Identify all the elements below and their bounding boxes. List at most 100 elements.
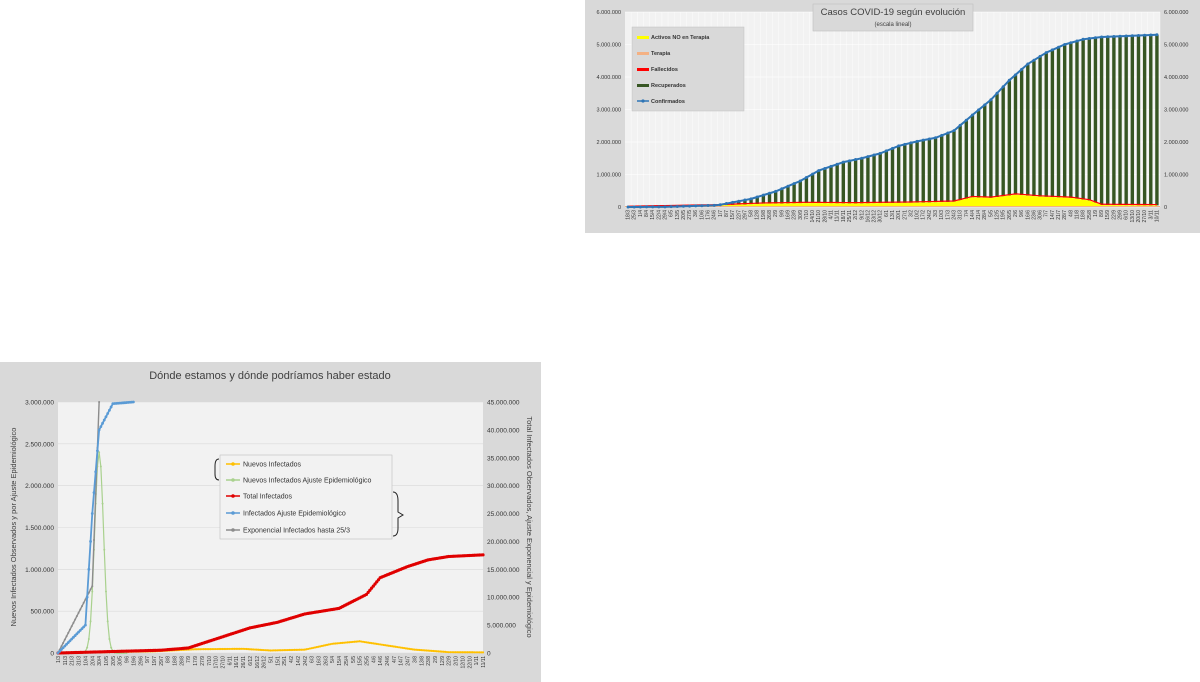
point-ajuste-epidemiologico (102, 418, 106, 422)
point-confirmados (1032, 58, 1036, 62)
point-nuevos-infectados (456, 651, 459, 654)
x-tick-label: 4/8 (1068, 210, 1074, 217)
point-nuevos-infectados (262, 648, 265, 652)
point-confirmados (897, 144, 901, 148)
point-confirmados (1136, 34, 1140, 38)
left-brace (214, 458, 220, 481)
point-exponencial (72, 621, 75, 624)
point-exponencial (92, 539, 95, 542)
point-nuevos-infectados (379, 643, 382, 646)
x-tick-label: 29/6 (138, 656, 144, 666)
x-tick-label: 22/9 (1111, 210, 1117, 220)
point-ajuste-epidemiologico (99, 425, 103, 429)
x-tick-label: 14/6 (378, 656, 384, 666)
point-nuevos-ajuste (99, 465, 102, 468)
legend-label-activos: Activos NO en Terapia (651, 35, 710, 41)
x-tick-label: 26/3 (323, 656, 329, 666)
legend-label-exponencial: Exponencial Infectados hasta 25/3 (243, 528, 350, 535)
point-confirmados (1063, 43, 1067, 46)
bar-recuperados (1099, 37, 1104, 206)
point-confirmados (755, 195, 759, 199)
bar-recuperados (755, 197, 759, 204)
point-ajuste-epidemiologico (96, 449, 99, 453)
x-tick-label: 31/3 (958, 210, 964, 220)
x-tick-label: 9/6 (125, 656, 131, 663)
y-tick-label: 6.000.000 (597, 10, 621, 16)
x-tick-label: 12/8 (755, 210, 761, 220)
point-nuevos-infectados (241, 647, 245, 650)
point-nuevos-infectados (404, 647, 407, 650)
x-tick-label: 1/9 (1093, 210, 1099, 217)
point-ajuste-epidemiologico (92, 491, 96, 495)
x-tick-label: 14/4 (970, 210, 976, 220)
point-ajuste-epidemiologico (84, 623, 87, 627)
point-nuevos-infectados (267, 649, 270, 652)
point-nuevos-infectados (217, 647, 221, 651)
y2-tick-label: 25.000.000 (487, 511, 520, 518)
point-confirmados (1093, 36, 1097, 40)
bar-recuperados (835, 164, 839, 204)
y2-tick-label: 35.000.000 (487, 455, 520, 462)
point-nuevos-infectados (325, 643, 329, 646)
point-nuevos-ajuste (104, 590, 107, 593)
x-tick-label: 29/9 (1118, 210, 1124, 220)
point-nuevos-infectados (363, 640, 366, 644)
y2-tick-label: 45.000.000 (487, 400, 520, 407)
point-confirmados (1149, 33, 1153, 37)
x-tick-label: 15/1 (275, 656, 281, 666)
point-confirmados (1013, 73, 1017, 77)
point-nuevos-infectados (253, 648, 257, 651)
point-exponencial (77, 611, 80, 614)
point-nuevos-infectados (385, 644, 389, 647)
x-tick-label: 6/5 (669, 210, 675, 217)
x-tick-label: 21/10 (816, 210, 822, 223)
point-exponencial (98, 401, 101, 403)
x-tick-label: 14/10 (810, 210, 816, 223)
x-tick-label: 11/8 (1074, 210, 1080, 220)
x-tick-label: 26/8 (767, 210, 773, 220)
y-tick-label: 3.000.000 (597, 108, 621, 114)
point-nuevos-infectados (469, 651, 473, 654)
point-nuevos-infectados (300, 648, 303, 651)
x-tick-label: 7/10 (804, 210, 810, 220)
point-confirmados (891, 146, 894, 150)
point-ajuste-epidemiologico (90, 512, 94, 515)
y-axis-right: 0 1.000.000 2.000.000 3.000.000 4.000.000 5.0… (1164, 10, 1188, 211)
point-nuevos-infectados (200, 648, 204, 651)
point-nuevos-infectados (428, 649, 431, 652)
y-tick-label: 500.000 (31, 609, 55, 616)
point-exponencial (60, 645, 63, 648)
point-nuevos-infectados (445, 650, 449, 654)
point-nuevos-infectados (259, 648, 262, 651)
legend-swatch-terapia (637, 52, 649, 55)
point-nuevos-infectados (296, 648, 300, 651)
point-nuevos-infectados (392, 645, 395, 648)
bar-recuperados (921, 140, 925, 203)
x-tick-label: 29/7 (159, 656, 165, 666)
x-tick-label: 1/11 (474, 656, 480, 666)
point-confirmados (792, 182, 796, 186)
y2-tick-label: 15.000.000 (487, 567, 520, 574)
y2-axis-title: Total Infectados Observados, Ajuste Expo… (525, 416, 534, 637)
x-tick-label: 5/5 (351, 656, 357, 663)
point-nuevos-infectados (308, 647, 312, 650)
point-nuevos-infectados (252, 648, 255, 651)
bar-recuperados (749, 198, 753, 205)
bar-recuperados (878, 153, 882, 204)
bar-recuperados (847, 160, 852, 204)
point-nuevos-ajuste (110, 646, 113, 649)
legend-label-recuperados: Recuperados (651, 83, 686, 89)
x-tick-label: 15/4 (650, 210, 656, 220)
point-nuevos-infectados (235, 647, 238, 650)
x-tick-label: 23/12 (872, 210, 878, 223)
bar-recuperados (872, 155, 876, 204)
bar-recuperados (970, 115, 975, 198)
point-nuevos-infectados (281, 649, 284, 652)
point-confirmados (743, 198, 747, 202)
x-tick-label: 25/4 (344, 656, 350, 666)
chart-subtitle: (escala lineal) (874, 22, 911, 28)
x-tick-label: 27/10 (221, 656, 227, 669)
bar-recuperados (1155, 34, 1159, 206)
x-tick-label: 16/6 (1025, 210, 1031, 220)
point-exponencial (74, 618, 77, 621)
